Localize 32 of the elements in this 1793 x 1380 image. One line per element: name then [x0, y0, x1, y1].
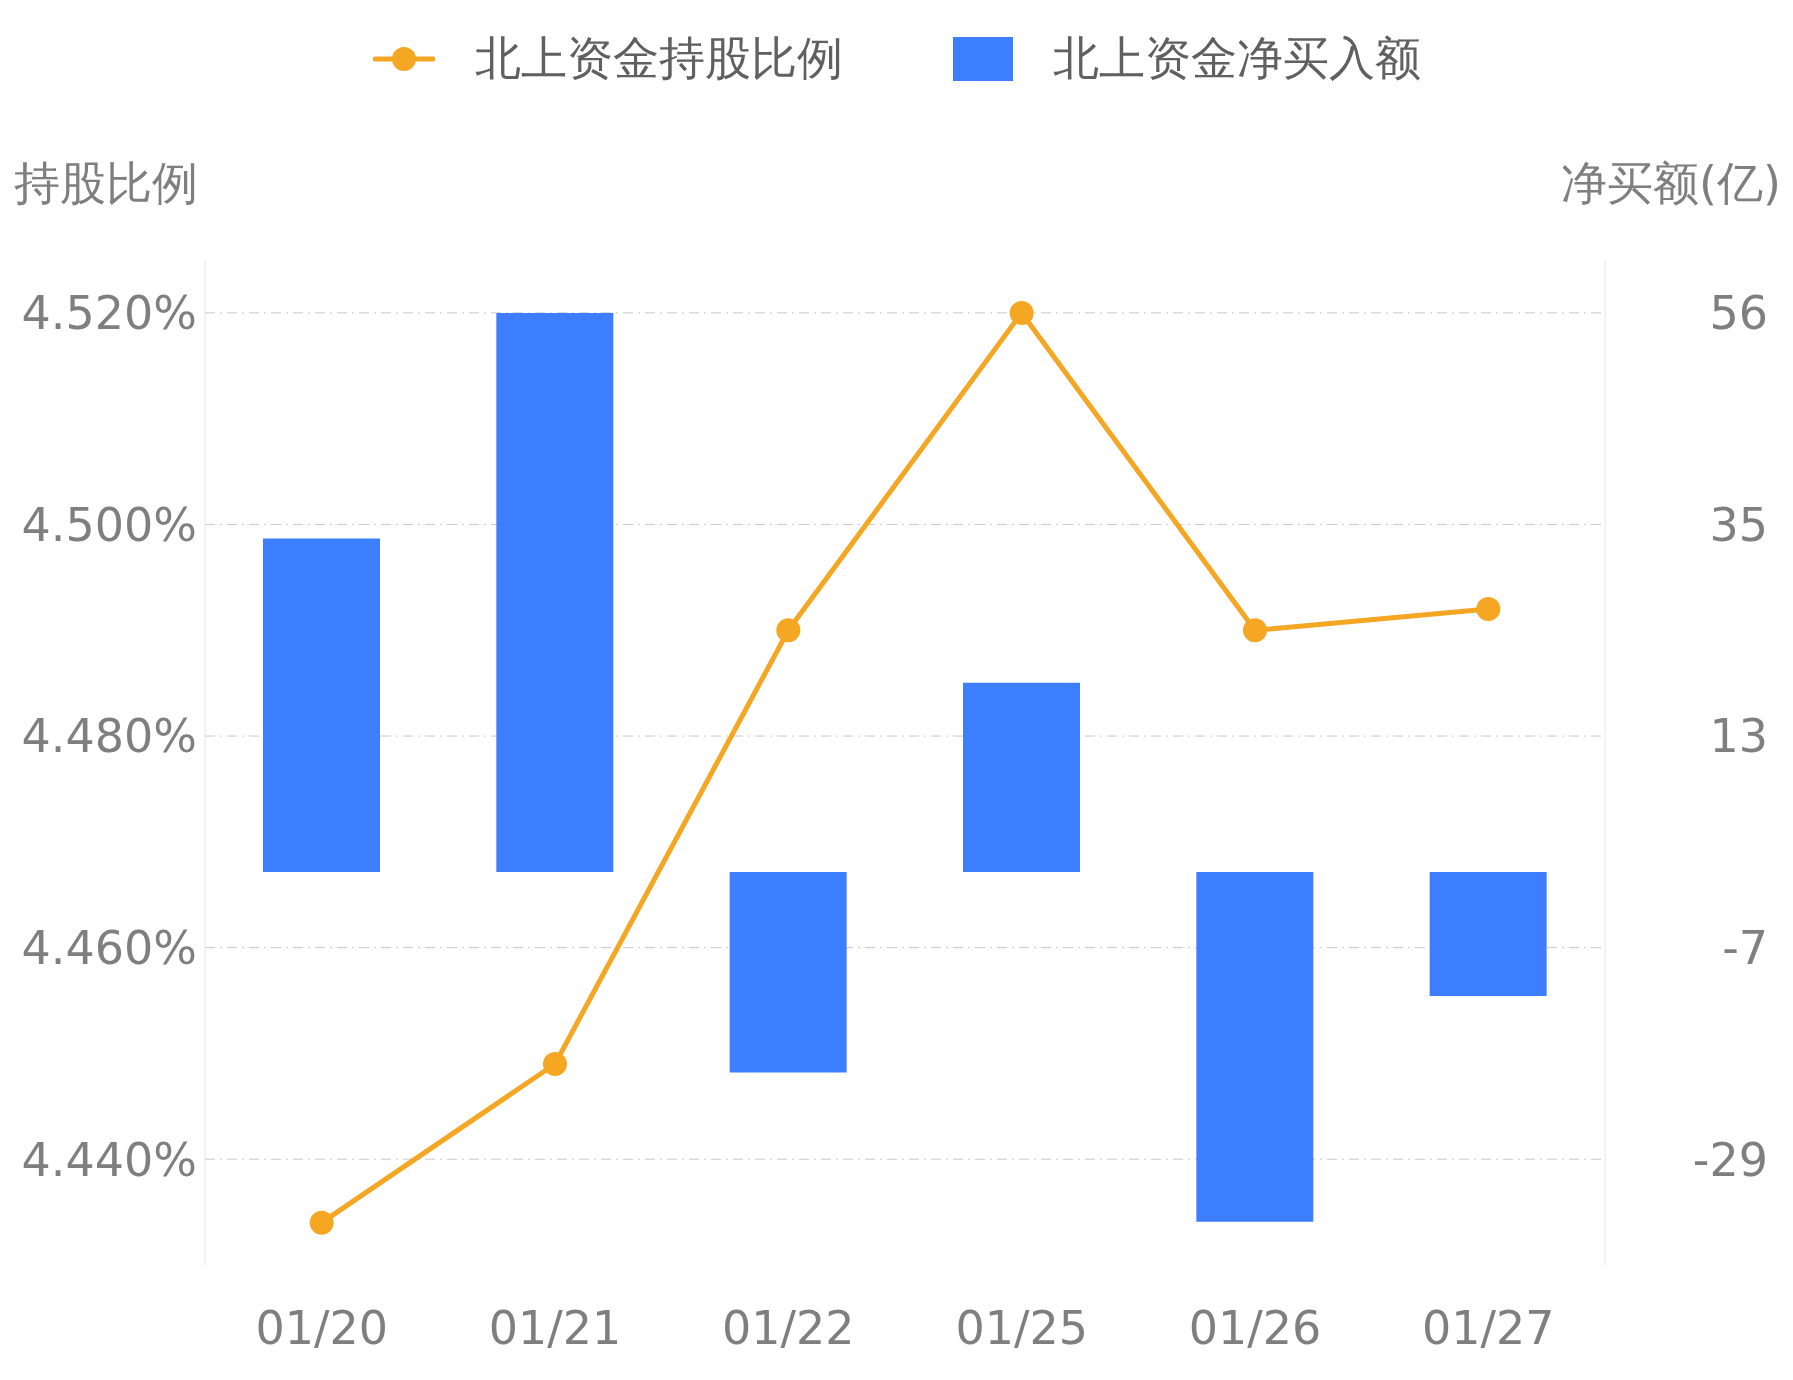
y-tick-label: 4.440%	[21, 1132, 197, 1187]
x-tick-label: 01/27	[1422, 1300, 1555, 1355]
y-tick-label: 4.500%	[21, 497, 197, 552]
point	[1009, 300, 1034, 325]
point	[776, 618, 801, 643]
point	[543, 1052, 567, 1076]
bar	[1429, 872, 1547, 996]
point	[309, 1210, 334, 1235]
y2-tick-label: -29	[1692, 1132, 1768, 1187]
legend-label: 北上资金净买入额	[1052, 30, 1421, 87]
x-tick-label: 01/20	[255, 1300, 388, 1355]
bar	[729, 872, 847, 1073]
x-tick-label: 01/21	[488, 1300, 622, 1355]
y2-axis-title: 净买额(亿)	[1561, 155, 1781, 212]
y2-tick-label: -7	[1722, 920, 1768, 975]
y-axis-title: 持股比例	[14, 155, 198, 212]
legend-label: 北上资金持股比例	[474, 30, 843, 87]
y2-tick-label: 13	[1709, 709, 1768, 764]
bar	[963, 682, 1080, 873]
y-tick-label: 4.460%	[21, 920, 197, 975]
x-tick-label: 01/22	[722, 1300, 855, 1355]
y-tick-label: 4.520%	[21, 286, 197, 341]
bar	[1196, 872, 1314, 1222]
y2-tick-label: 35	[1709, 497, 1768, 552]
bar	[496, 312, 614, 873]
point	[1243, 618, 1267, 643]
y2-tick-label: 56	[1709, 286, 1768, 341]
point	[1476, 597, 1501, 622]
x-tick-label: 01/26	[1188, 1300, 1322, 1355]
x-tick-label: 01/25	[955, 1300, 1088, 1355]
bar	[263, 538, 380, 873]
y-tick-label: 4.480%	[21, 709, 197, 764]
